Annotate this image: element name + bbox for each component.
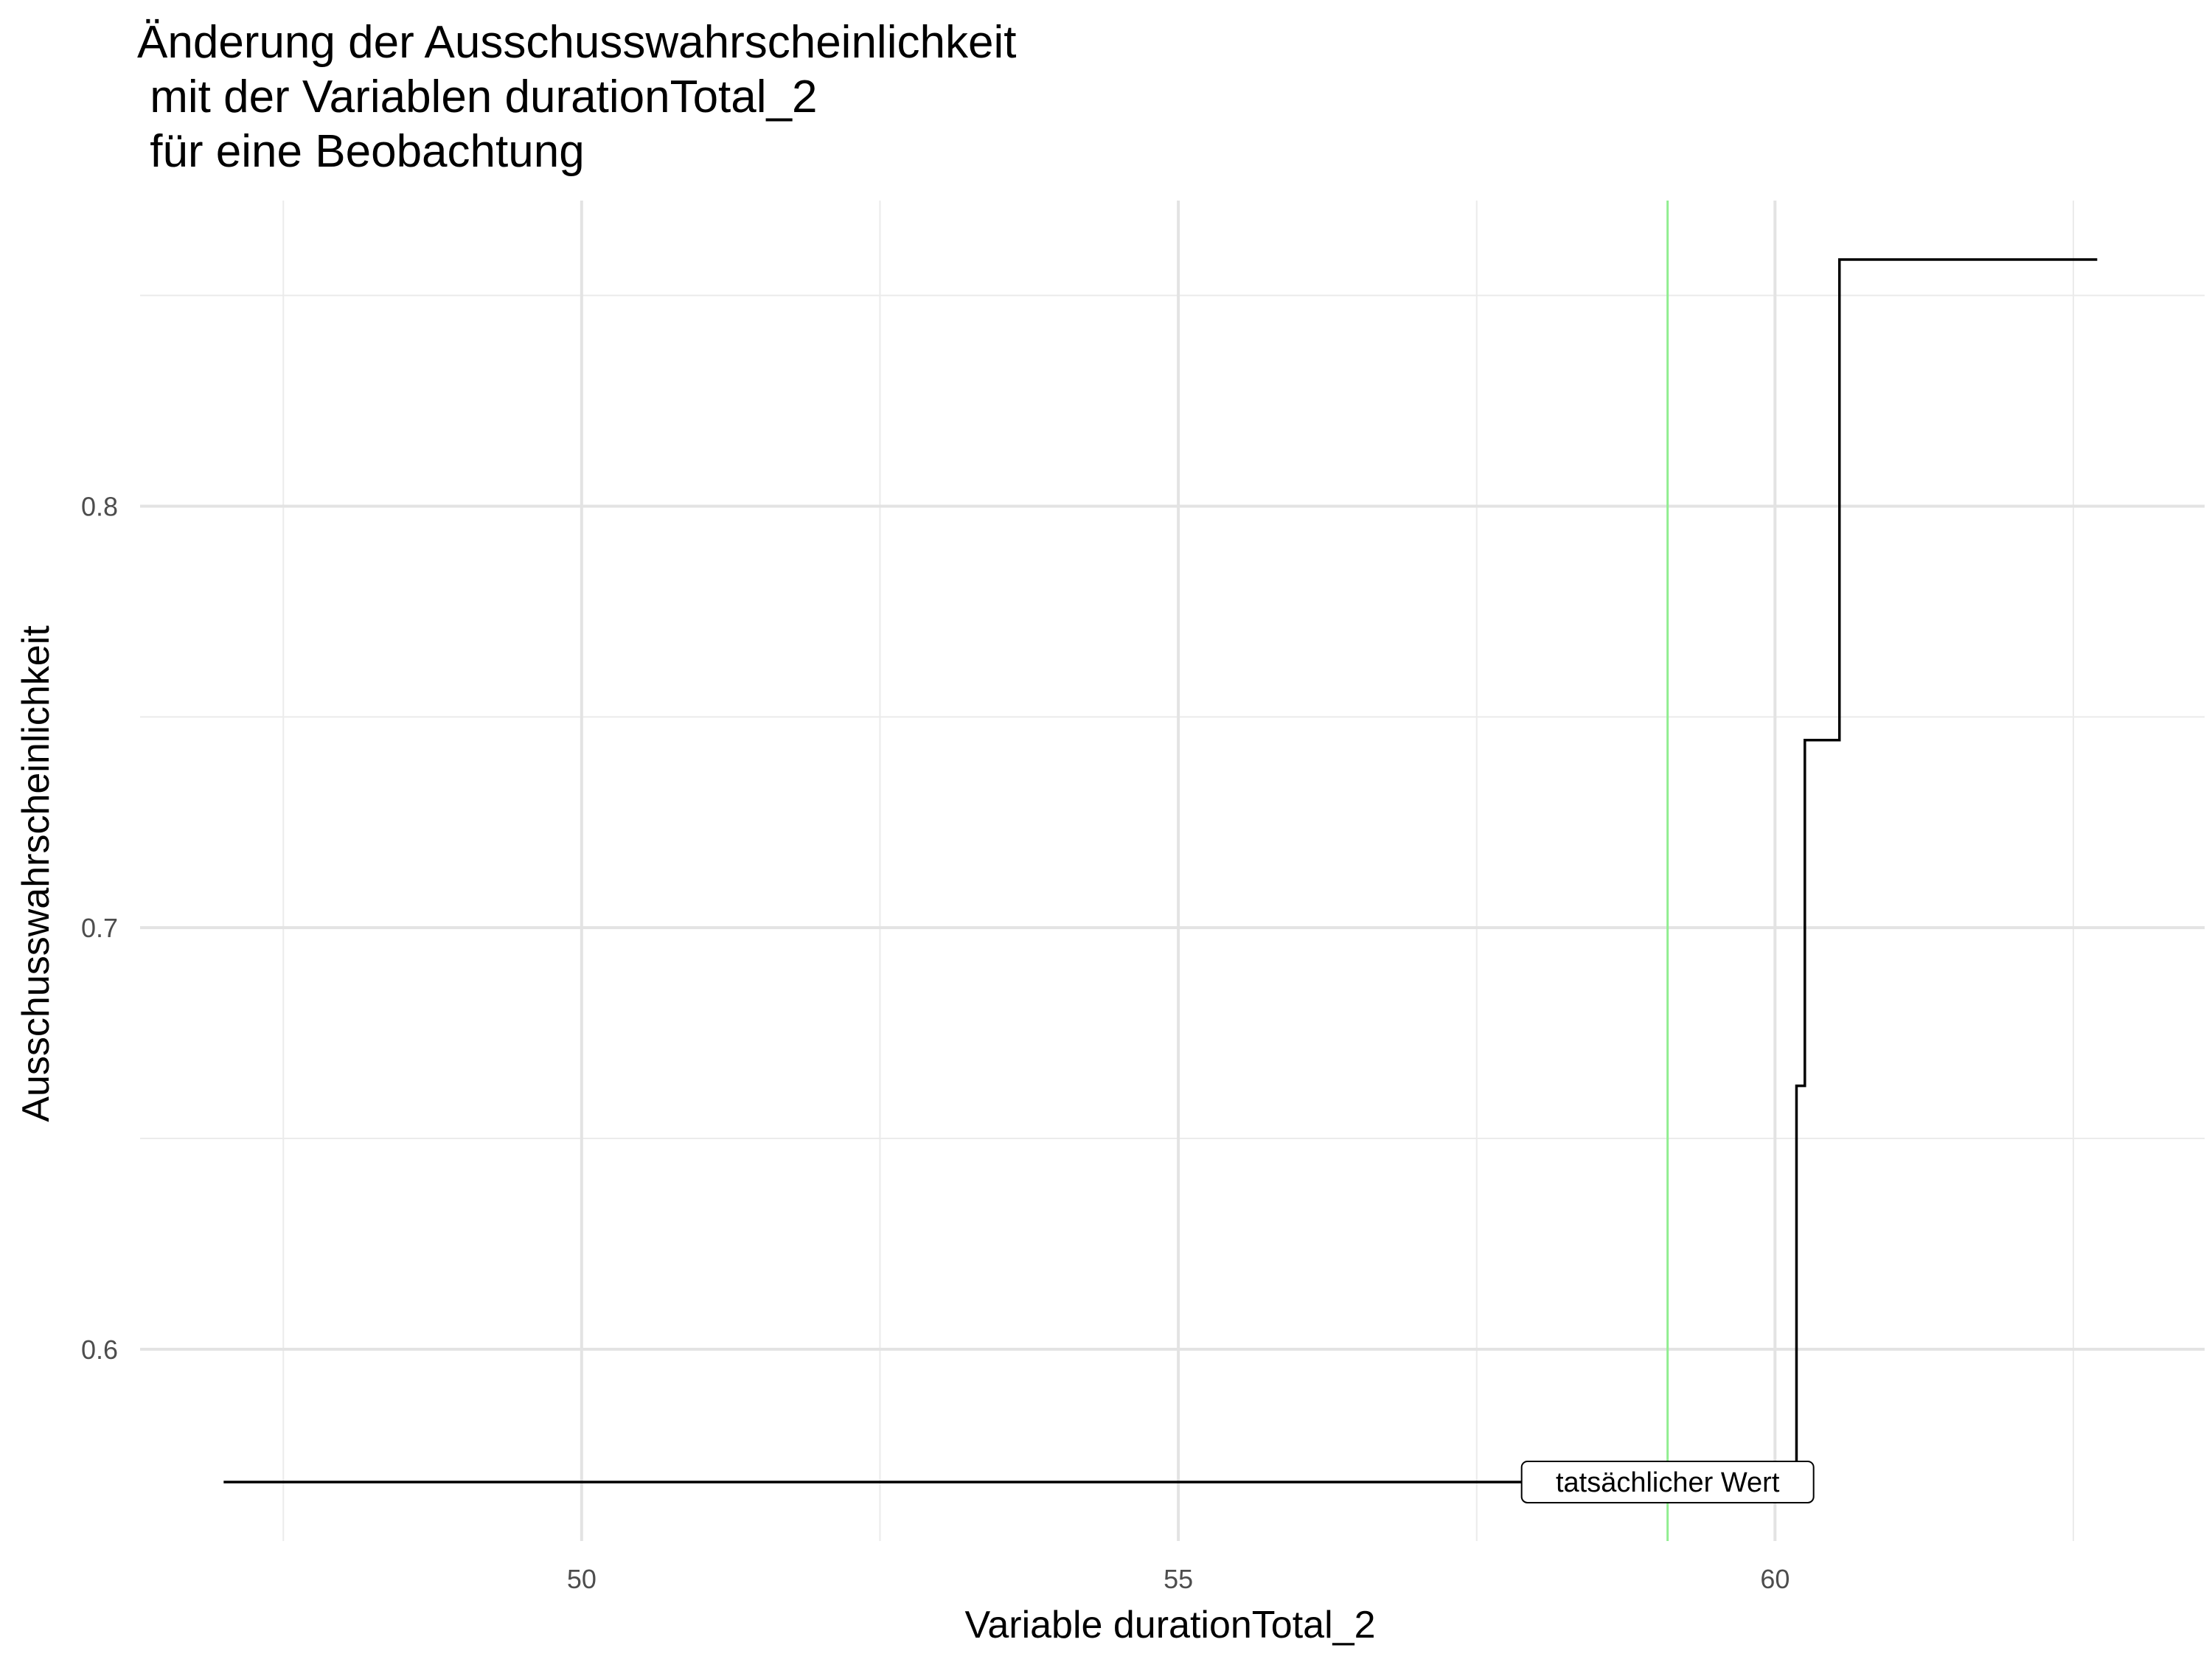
y-axis-title: Ausschusswahrscheinlichkeit bbox=[15, 625, 58, 1122]
annotation-box bbox=[1520, 1460, 1815, 1503]
grid-major bbox=[140, 201, 2205, 1541]
x-axis-title: Variable durationTotal_2 bbox=[965, 1604, 1376, 1646]
x-tick-labels: 50 55 60 bbox=[567, 1564, 1790, 1594]
title-line-1: Änderung der Ausschusswahrscheinlichkeit bbox=[137, 17, 1016, 68]
title-line-2: mit der Variablen durationTotal_2 bbox=[137, 72, 818, 122]
series-group bbox=[223, 258, 2098, 1484]
y-tick-label: 0.8 bbox=[81, 491, 118, 521]
x-tick-label: 55 bbox=[1164, 1564, 1193, 1594]
series-line-1 bbox=[223, 258, 2098, 1484]
y-tick-label: 0.6 bbox=[81, 1335, 118, 1365]
title-line-3: für eine Beobachtung bbox=[137, 126, 585, 177]
annotation-label: tatsächlicher Wert bbox=[1556, 1467, 1780, 1498]
y-tick-labels: 0.6 0.7 0.8 bbox=[81, 491, 118, 1364]
annotation-group: tatsächlicher Wert bbox=[1520, 1460, 1815, 1503]
y-tick-label: 0.7 bbox=[81, 913, 118, 943]
chart-title: Änderung der Ausschusswahrscheinlichkeit… bbox=[137, 17, 1016, 177]
x-tick-label: 50 bbox=[567, 1564, 597, 1594]
grid-minor bbox=[140, 201, 2205, 1541]
x-tick-label: 60 bbox=[1760, 1564, 1790, 1594]
